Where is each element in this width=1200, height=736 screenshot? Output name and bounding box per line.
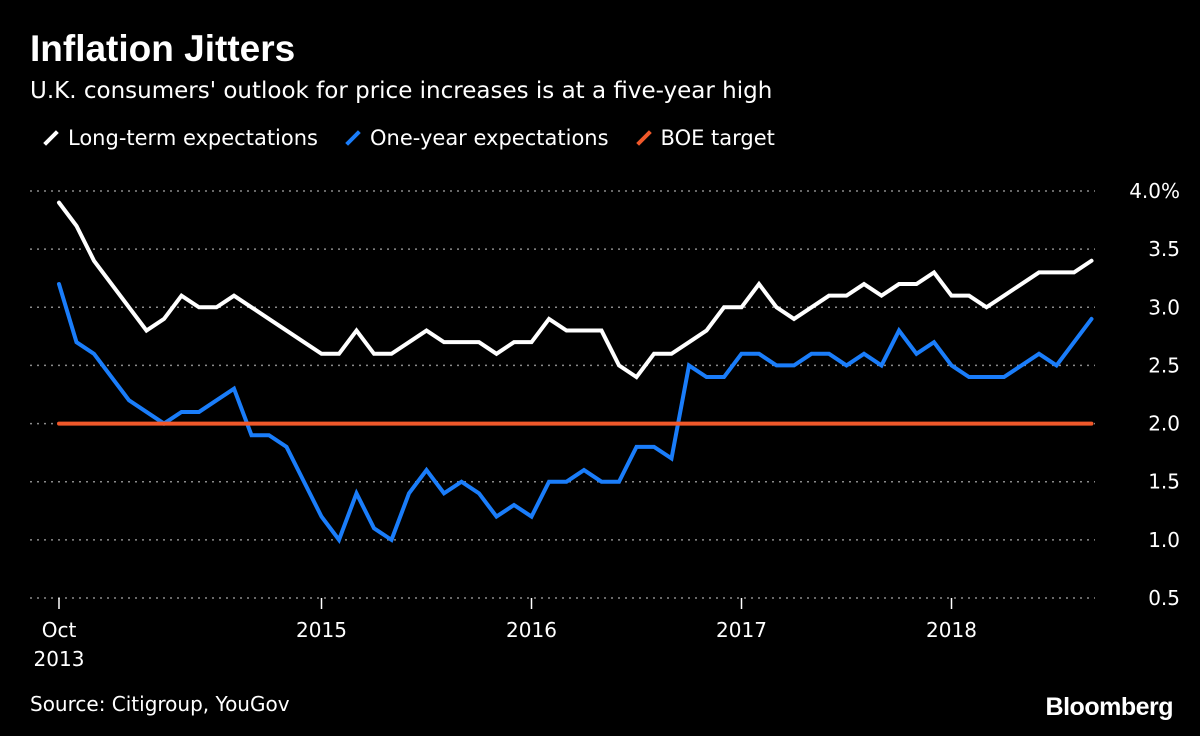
long-term-expectations-line [57,200,1094,380]
x-tick-label: Oct [42,618,77,642]
y-tick-label: 4.0% [1129,179,1180,203]
one-year-expectations-line [57,282,1094,544]
x-tick-label: 2018 [926,618,977,642]
y-tick-label: 1.0 [1148,528,1180,552]
legend-label: One-year expectations [370,126,609,150]
source-note: Source: Citigroup, YouGov [30,692,290,716]
y-tick-label: 0.5 [1148,586,1180,610]
legend-item: One-year expectations [344,126,609,150]
chart-subtitle: U.K. consumers' outlook for price increa… [30,78,773,104]
x-tick-label: 2017 [716,618,767,642]
bloomberg-logo: Bloomberg [1045,693,1174,721]
y-tick-label: 3.5 [1148,237,1180,261]
legend-label: BOE target [660,126,775,150]
y-tick-label: 2.5 [1148,353,1180,377]
legend-item: Long-term expectations [42,126,318,150]
legend-label: Long-term expectations [68,126,318,150]
x-tick-label: 2015 [296,618,347,642]
y-tick-label: 2.0 [1148,412,1180,436]
chart-title: Inflation Jitters [30,28,296,69]
x-tick-label: 2013 [34,647,85,671]
legend: Long-term expectations One-year expectati… [42,126,775,150]
y-tick-label: 3.0 [1148,295,1180,319]
y-tick-label: 1.5 [1148,470,1180,494]
legend-item: BOE target [635,126,775,150]
x-tick-label: 2016 [506,618,557,642]
